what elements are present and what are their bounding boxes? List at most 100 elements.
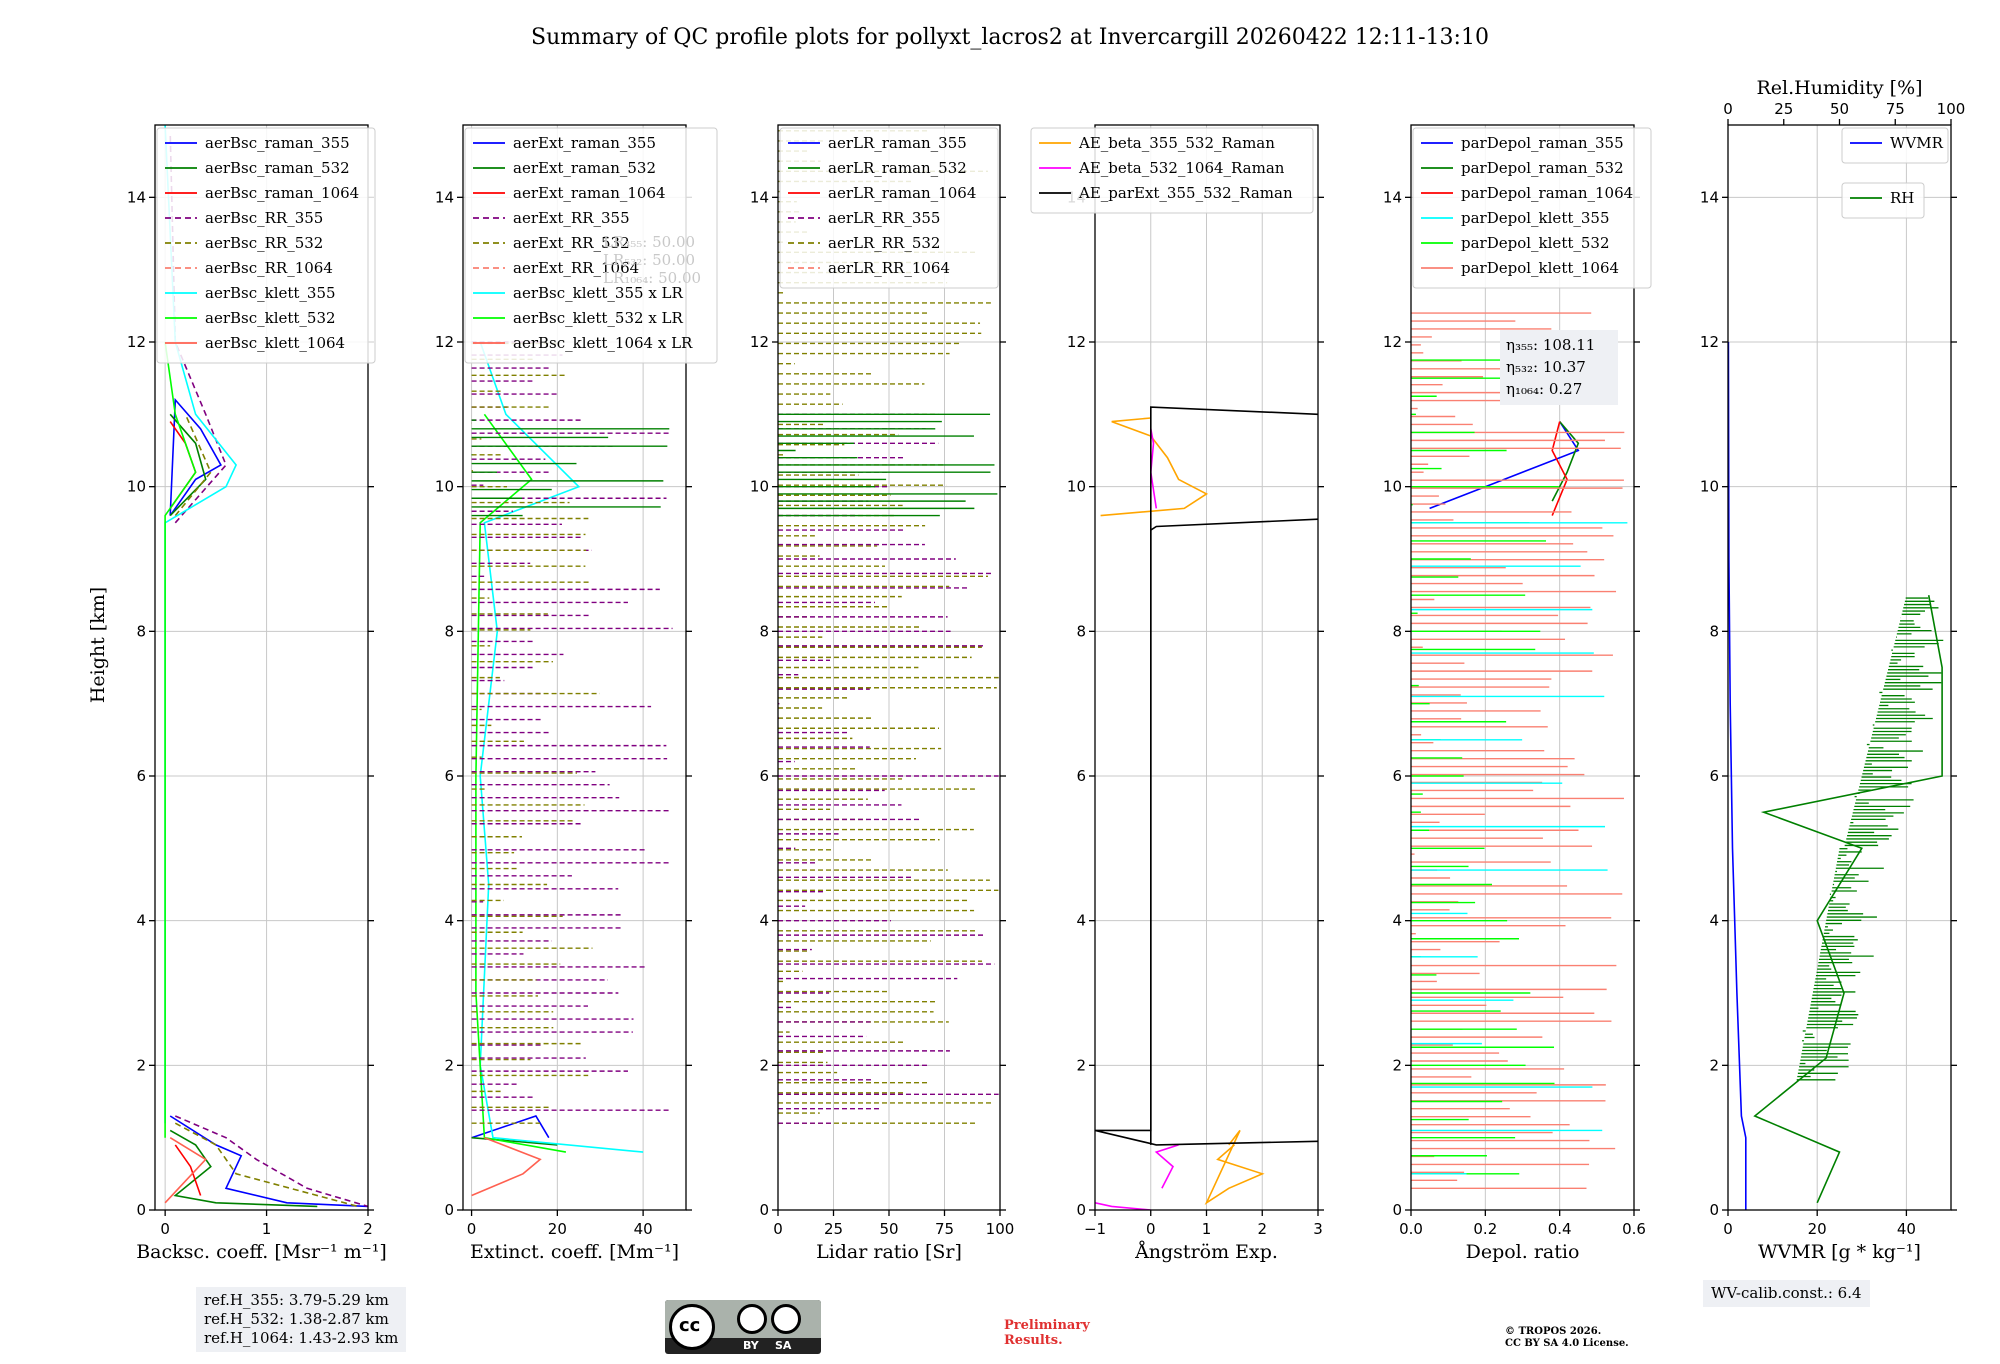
ytick-label: 12 [435,333,454,351]
lr-overlay-text: LR₁₀₆₄: 50.00 [603,269,701,287]
legend-label: aerBsc_raman_1064 [205,184,359,202]
by-label: BY [743,1339,759,1352]
ytick-label: 4 [136,912,146,930]
series-aerBsc_raman_532 [169,1129,318,1208]
data-layer-ext [471,341,673,1197]
rh-tick-label: 50 [1830,100,1849,118]
xtick-label: 0 [467,1220,477,1238]
series-AE_parExt_355_532_Raman [1150,518,1318,1145]
rh-tick-label: 75 [1886,100,1905,118]
series-aerBsc_klett_1064 [164,1137,207,1204]
xtick-label: 50 [879,1220,898,1238]
eta-bg [1500,330,1618,405]
xtick-label: 20 [548,1220,567,1238]
rh-axis-label: Rel.Humidity [%] [1756,77,1922,99]
ref-height-355: ref.H_355: 3.79-5.29 km [204,1291,389,1309]
legend-label: parDepol_klett_355 [1461,209,1610,227]
ytick-label: 6 [136,767,146,785]
data-layer-dep [1411,312,1628,1190]
ytick-label: 8 [444,622,454,640]
ytick-label: 12 [750,333,769,351]
data-layer-wv [1728,341,1944,1210]
xtick-label: 25 [824,1220,843,1238]
ytick-label: 8 [759,622,769,640]
cc-icon [669,1304,715,1350]
data-layer-lr [778,130,999,1124]
ref-height-box: ref.H_355: 3.79-5.29 km ref.H_532: 1.38-… [196,1287,407,1352]
xtick-label: 20 [1808,1220,1827,1238]
legend-label: aerBsc_RR_355 [205,209,323,227]
legend-lr: aerLR_raman_355 aerLR_raman_532 aerLR_rama… [779,127,999,289]
ytick-label: 12 [1700,333,1719,351]
cc-license-badge: cc BY SA [665,1300,821,1354]
ytick-label: 4 [1709,912,1719,930]
series-AE_beta_532_1064_Raman [1149,428,1158,509]
ytick-label: 4 [444,912,454,930]
series-parDepol_raman_1064 [1551,421,1568,516]
xtick-label: −1 [1084,1220,1106,1238]
legend-label: parDepol_raman_1064 [1461,184,1633,202]
eta-value: η₅₃₂: 10.37 [1506,358,1586,376]
axes-frame-bsc [154,124,369,1211]
ytick-label: 6 [1392,767,1402,785]
legend-label: aerExt_raman_532 [513,159,656,177]
ytick-label: 2 [1392,1056,1402,1074]
ytick-label: 6 [1076,767,1086,785]
xtick-label: 0 [1146,1220,1156,1238]
ytick-label: 6 [759,767,769,785]
legend-label: aerBsc_klett_355 [205,284,336,302]
ytick-label: 4 [759,912,769,930]
ytick-label: 10 [750,478,769,496]
xtick-label: 3 [1313,1220,1323,1238]
ytick-label: 10 [435,478,454,496]
eta-value: η₁₀₆₄: 0.27 [1506,380,1582,398]
ytick-label: 0 [1076,1201,1086,1219]
ytick-label: 2 [136,1056,146,1074]
ytick-label: 10 [1067,478,1086,496]
xtick-label: 1 [262,1220,272,1238]
rh-tick-label: 100 [1937,100,1966,118]
legend-label: aerLR_RR_1064 [828,259,950,277]
ytick-label: 8 [1392,622,1402,640]
ref-height-532: ref.H_532: 1.38-2.87 km [204,1310,389,1328]
x-axis-label-ext: Extinct. coeff. [Mm⁻¹] [470,1241,679,1263]
series-aerBsc_raman_355 [169,1115,368,1208]
legend-bsc: aerBsc_raman_355 aerBsc_raman_532 aerBsc_r… [156,127,376,364]
xtick-label: 100 [986,1220,1015,1238]
legend-label: RH [1890,189,1914,207]
legend-box [1412,127,1652,289]
panel-lr: 0 2 4 6 8 10 12 14 0 25 50 75 100 Lidar ratio [Sr] aer… [750,124,1015,1263]
series-aerBsc_klett_1064 x LR [471,1136,542,1197]
ytick-label: 8 [1709,622,1719,640]
xtick-label: 0 [160,1220,170,1238]
copyright-line-2: CC BY SA 4.0 License. [1505,1338,1629,1349]
series-RH [1753,595,1943,1204]
ytick-label: 0 [1392,1201,1402,1219]
data-layer-ae [1095,406,1318,1210]
eta-box: η₃₅₅: 108.11 η₅₃₂: 10.37 η₁₀₆₄: 0.27 [1500,330,1618,405]
ytick-label: 8 [136,622,146,640]
ytick-label: 2 [759,1056,769,1074]
legend-rh: RH [1841,182,1925,219]
legend-label: AE_parExt_355_532_Raman [1078,184,1293,202]
legend-label: aerBsc_klett_532 [205,309,336,327]
xtick-label: 0.0 [1399,1220,1423,1238]
legend-box [779,127,999,289]
x-axis-label-wv: WVMR [g * kg⁻¹] [1758,1241,1921,1263]
y-axis-label: Height [km] [87,587,109,703]
preliminary-line-1: Preliminary [1004,1318,1090,1333]
series-aerBsc_klett_355 x LR [479,341,644,1153]
legend-ae: AE_beta_355_532_Raman AE_beta_532_1064_Ra… [1030,127,1314,214]
ytick-label: 12 [1067,333,1086,351]
xtick-label: 2 [1257,1220,1267,1238]
cc-icon-text: cc [679,1315,701,1336]
sa-label: SA [775,1339,792,1352]
legend-label: aerLR_raman_1064 [828,184,976,202]
ytick-label: 2 [1076,1056,1086,1074]
legend-box [1030,127,1314,214]
lr-overlay-text: LR₅₃₂: 50.00 [603,251,695,269]
ytick-label: 10 [1383,478,1402,496]
preliminary-results-note: Preliminary Results. [1004,1318,1090,1348]
x-axis-label-lr: Lidar ratio [Sr] [816,1241,962,1263]
